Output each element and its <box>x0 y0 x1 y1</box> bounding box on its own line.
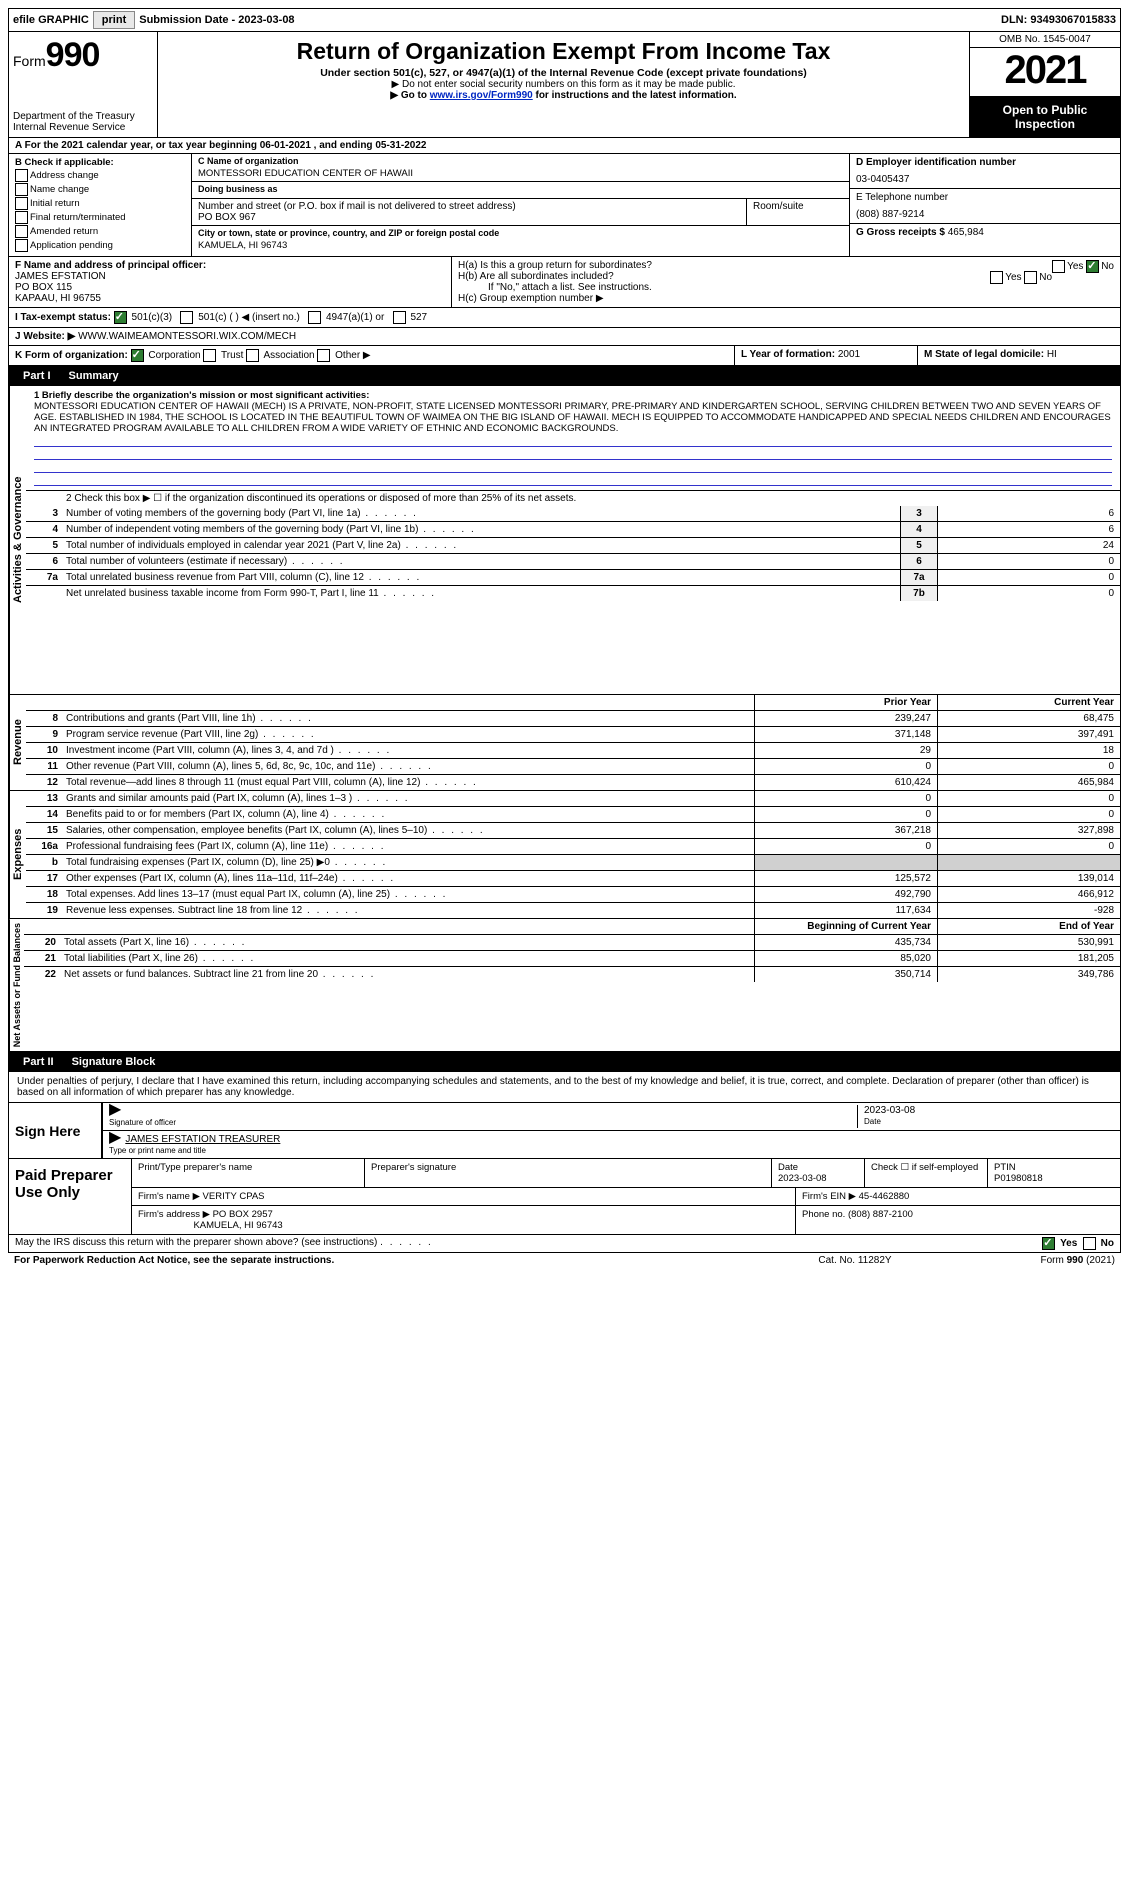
vlabel-rev: Revenue <box>9 695 26 790</box>
irs-label: Internal Revenue Service <box>13 122 153 133</box>
addr-label: Number and street (or P.O. box if mail i… <box>198 201 516 212</box>
officer-printed-name: JAMES EFSTATION TREASURER <box>125 1134 280 1145</box>
row-klm: K Form of organization: Corporation Trus… <box>8 346 1121 366</box>
data-row: 19Revenue less expenses. Subtract line 1… <box>26 903 1120 918</box>
beg-year-hdr: Beginning of Current Year <box>754 919 937 934</box>
subtitle-1: Under section 501(c), 527, or 4947(a)(1)… <box>164 67 963 79</box>
hc-line: H(c) Group exemption number ▶ <box>458 293 1114 304</box>
form-number: Form990 <box>13 36 153 75</box>
data-row: 12Total revenue—add lines 8 through 11 (… <box>26 775 1120 790</box>
mission-block: 1 Briefly describe the organization's mi… <box>26 386 1120 491</box>
efile-label: efile GRAPHIC <box>13 14 89 26</box>
hb-line: H(b) Are all subordinates included? Yes … <box>458 271 1114 282</box>
data-row: 20Total assets (Part X, line 16)435,7345… <box>24 935 1120 951</box>
paid-preparer-label: Paid Preparer Use Only <box>9 1159 132 1234</box>
subtitle-2b: ▶ Go to www.irs.gov/Form990 for instruct… <box>164 90 963 101</box>
discuss-row: May the IRS discuss this return with the… <box>8 1235 1121 1253</box>
top-toolbar: efile GRAPHIC print Submission Date - 20… <box>8 8 1121 32</box>
print-button[interactable]: print <box>93 11 135 29</box>
gross-value: 465,984 <box>948 227 984 238</box>
tax-year: 2021 <box>970 48 1120 97</box>
room-label: Room/suite <box>753 201 804 212</box>
data-row: 10Investment income (Part VIII, column (… <box>26 743 1120 759</box>
data-row: 18Total expenses. Add lines 13–17 (must … <box>26 887 1120 903</box>
chk-initial-return[interactable]: Initial return <box>15 197 185 210</box>
dln-label: DLN: 93493067015833 <box>1001 14 1116 26</box>
website-link[interactable]: WWW.WAIMEAMONTESSORI.WIX.COM/MECH <box>78 331 296 342</box>
c-name-label: C Name of organization <box>198 156 299 166</box>
part2-header: Part IISignature Block <box>8 1052 1121 1072</box>
data-row: 11Other revenue (Part VIII, column (A), … <box>26 759 1120 775</box>
data-row: 8Contributions and grants (Part VIII, li… <box>26 711 1120 727</box>
b-header: B Check if applicable: <box>15 157 185 168</box>
data-row: 14Benefits paid to or for members (Part … <box>26 807 1120 823</box>
gov-row: 6Total number of volunteers (estimate if… <box>26 554 1120 570</box>
gov-row: 4Number of independent voting members of… <box>26 522 1120 538</box>
chk-address-change[interactable]: Address change <box>15 169 185 182</box>
gov-row: 5Total number of individuals employed in… <box>26 538 1120 554</box>
chk-name-change[interactable]: Name change <box>15 183 185 196</box>
data-row: bTotal fundraising expenses (Part IX, co… <box>26 855 1120 871</box>
gross-label: G Gross receipts $ <box>856 227 945 238</box>
dept-treasury: Department of the Treasury <box>13 111 153 122</box>
officer-addr2: KAPAAU, HI 96755 <box>15 293 101 304</box>
gov-row: 3Number of voting members of the governi… <box>26 506 1120 522</box>
gov-row: 7aTotal unrelated business revenue from … <box>26 570 1120 586</box>
officer-name: JAMES EFSTATION <box>15 271 106 282</box>
data-row: 17Other expenses (Part IX, column (A), l… <box>26 871 1120 887</box>
row-i: I Tax-exempt status: 501(c)(3) 501(c) ( … <box>8 308 1121 328</box>
vlabel-net: Net Assets or Fund Balances <box>9 919 24 1051</box>
subtitle-2a: ▶ Do not enter social security numbers o… <box>164 79 963 90</box>
ha-line: H(a) Is this a group return for subordin… <box>458 260 1114 271</box>
chk-amended-return[interactable]: Amended return <box>15 225 185 238</box>
phone-value: (808) 887-9214 <box>856 209 1114 220</box>
submission-label: Submission Date - 2023-03-08 <box>139 14 294 26</box>
officer-addr1: PO BOX 115 <box>15 282 72 293</box>
footer-row: For Paperwork Reduction Act Notice, see … <box>8 1253 1121 1268</box>
f-label: F Name and address of principal officer: <box>15 260 206 271</box>
org-name: MONTESSORI EDUCATION CENTER OF HAWAII <box>198 168 843 179</box>
addr-value: PO BOX 967 <box>198 212 740 223</box>
open-public: Open to Public Inspection <box>970 97 1120 137</box>
chk-final-return[interactable]: Final return/terminated <box>15 211 185 224</box>
dba-label: Doing business as <box>198 184 278 194</box>
data-row: 9Program service revenue (Part VIII, lin… <box>26 727 1120 743</box>
perjury-declaration: Under penalties of perjury, I declare th… <box>9 1072 1120 1102</box>
prior-year-hdr: Prior Year <box>754 695 937 710</box>
current-year-hdr: Current Year <box>937 695 1120 710</box>
end-year-hdr: End of Year <box>937 919 1120 934</box>
data-row: 16aProfessional fundraising fees (Part I… <box>26 839 1120 855</box>
form-title: Return of Organization Exempt From Incom… <box>164 38 963 65</box>
data-row: 13Grants and similar amounts paid (Part … <box>26 791 1120 807</box>
data-row: 15Salaries, other compensation, employee… <box>26 823 1120 839</box>
line-a: A For the 2021 calendar year, or tax yea… <box>8 138 1121 154</box>
row-fh: F Name and address of principal officer:… <box>8 257 1121 308</box>
block-bcdefgh: B Check if applicable: Address change Na… <box>8 154 1121 257</box>
vlabel-gov: Activities & Governance <box>9 386 26 694</box>
row-j: J Website: ▶ WWW.WAIMEAMONTESSORI.WIX.CO… <box>8 328 1121 346</box>
vlabel-exp: Expenses <box>9 791 26 918</box>
chk-501c3[interactable] <box>114 311 127 324</box>
chk-application-pending[interactable]: Application pending <box>15 239 185 252</box>
irs-link[interactable]: www.irs.gov/Form990 <box>430 90 533 101</box>
data-row: 22Net assets or fund balances. Subtract … <box>24 967 1120 982</box>
data-row: 21Total liabilities (Part X, line 26)85,… <box>24 951 1120 967</box>
ein-value: 03-0405437 <box>856 174 1114 185</box>
form-header: Form990 Department of the Treasury Inter… <box>8 32 1121 138</box>
gov-row: Net unrelated business taxable income fr… <box>26 586 1120 601</box>
city-value: KAMUELA, HI 96743 <box>198 240 843 251</box>
ein-label: D Employer identification number <box>856 157 1016 168</box>
sign-here-label: Sign Here <box>9 1103 103 1158</box>
part1-header: Part ISummary <box>8 366 1121 386</box>
city-label: City or town, state or province, country… <box>198 228 499 238</box>
phone-label: E Telephone number <box>856 192 948 203</box>
omb-number: OMB No. 1545-0047 <box>970 32 1120 48</box>
